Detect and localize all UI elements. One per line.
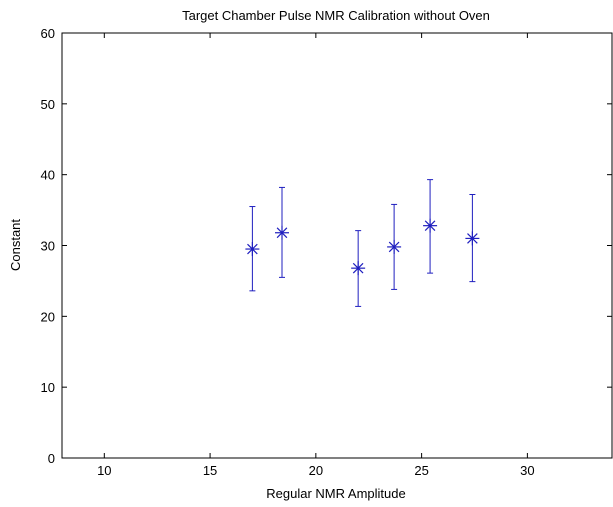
x-tick-label: 15 xyxy=(203,463,217,478)
asterisk-marker xyxy=(351,261,366,276)
data-point xyxy=(387,203,402,290)
y-tick-label: 60 xyxy=(41,26,55,41)
asterisk-marker xyxy=(387,239,402,254)
y-tick-label: 0 xyxy=(48,451,55,466)
x-tick-label: 20 xyxy=(309,463,323,478)
x-tick-label: 25 xyxy=(414,463,428,478)
data-point xyxy=(465,194,480,283)
y-tick-label: 40 xyxy=(41,168,55,183)
x-axis: 10 15 20 25 30 xyxy=(97,33,535,478)
y-tick-label: 50 xyxy=(41,97,55,112)
asterisk-marker xyxy=(275,225,289,240)
asterisk-marker xyxy=(245,242,260,257)
data-point xyxy=(351,230,366,307)
data-point xyxy=(423,179,438,274)
x-tick-label: 10 xyxy=(97,463,111,478)
y-tick-label: 10 xyxy=(41,380,55,395)
asterisk-marker xyxy=(465,231,480,246)
x-tick-label: 30 xyxy=(520,463,534,478)
data-point xyxy=(275,186,289,278)
data-series xyxy=(245,179,480,307)
y-tick-label: 30 xyxy=(41,239,55,254)
asterisk-marker xyxy=(423,218,438,233)
chart-title: Target Chamber Pulse NMR Calibration wit… xyxy=(182,8,490,23)
plot-area xyxy=(61,32,613,459)
y-axis-label: Constant xyxy=(8,219,23,271)
data-point xyxy=(245,206,260,292)
y-axis: 0 10 20 30 40 50 60 xyxy=(41,26,612,466)
x-axis-label: Regular NMR Amplitude xyxy=(266,486,405,501)
y-tick-label: 20 xyxy=(41,309,55,324)
